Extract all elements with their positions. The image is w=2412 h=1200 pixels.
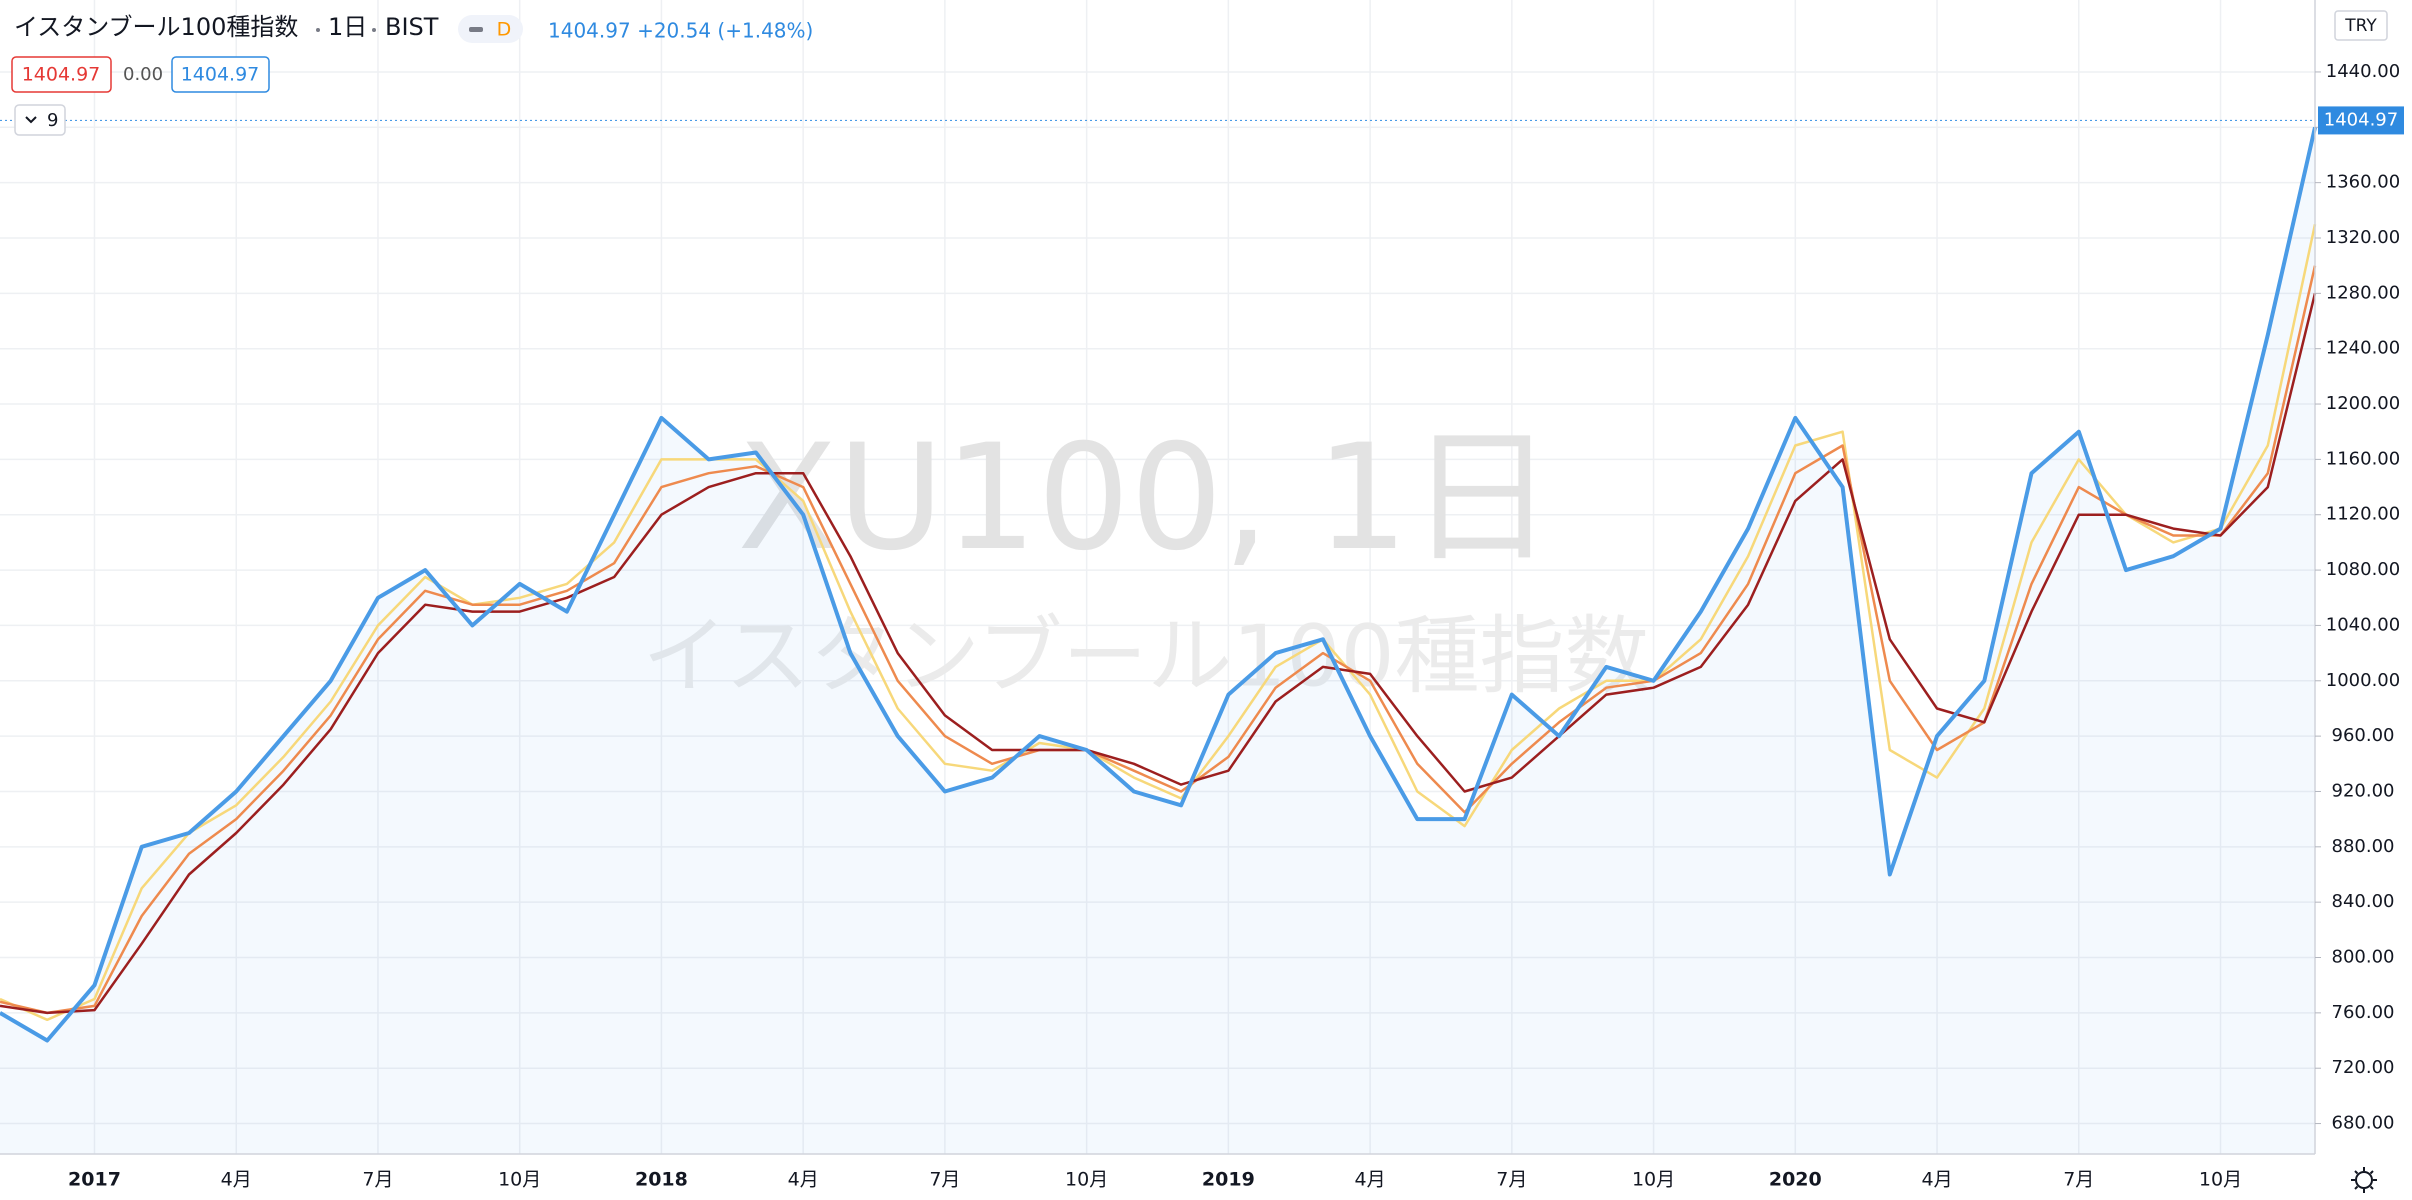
y-tick-label: 720.00 [2332, 1057, 2395, 1078]
quote: 1404.97 +20.54 (+1.48%) [548, 19, 813, 43]
y-tick-label: 1160.00 [2326, 448, 2400, 469]
axes: 680.00 720.00 760.00 800.00 840.00 880.00 920.… [68, 61, 2404, 1191]
y-tick-label: 680.00 [2332, 1113, 2395, 1134]
status-badge[interactable] [458, 15, 523, 43]
y-tick-label: 1000.00 [2326, 670, 2400, 691]
price-area [0, 127, 2315, 1154]
y-tick-label: 1200.00 [2326, 393, 2400, 414]
symbol-title[interactable]: イスタンブール100種指数 [14, 13, 298, 41]
open-box [11, 56, 112, 93]
y-tick-label: 1440.00 [2326, 61, 2400, 82]
x-tick-label: 2017 [68, 1169, 121, 1191]
x-tick-label: 2020 [1769, 1169, 1822, 1191]
ribbon-line [0, 293, 2317, 1015]
last-price-label: 1404.97 [2324, 109, 2398, 130]
badge-d: D [497, 19, 512, 41]
watermark-symbol: XU100, 1日 [737, 413, 1554, 583]
status-dash [469, 27, 483, 32]
x-tick-label: 4月 [221, 1169, 252, 1191]
x-tick-label: 2019 [1202, 1169, 1255, 1191]
close-box [171, 56, 270, 93]
x-tick-label: 10月 [498, 1169, 541, 1191]
y-tick-label: 960.00 [2332, 725, 2395, 746]
separator [316, 28, 320, 32]
x-tick-label: 4月 [788, 1169, 819, 1191]
x-tick-label: 10月 [1632, 1169, 1675, 1191]
y-tick-label: 840.00 [2332, 891, 2395, 912]
indicator-toggle[interactable] [14, 104, 66, 136]
y-tick-label: 1040.00 [2326, 614, 2400, 635]
y-tick-label: 1080.00 [2326, 559, 2400, 580]
x-tick-label: 7月 [362, 1169, 393, 1191]
x-tick-label: 4月 [1355, 1169, 1386, 1191]
y-tick-label: 1240.00 [2326, 338, 2400, 359]
change-value: 0.00 [123, 64, 163, 85]
y-tick-label: 1120.00 [2326, 504, 2400, 525]
price-line [0, 126, 2317, 1043]
currency: TRY [2344, 16, 2377, 36]
ribbon-line [0, 265, 2317, 1015]
settings-icon[interactable] [2351, 1167, 2377, 1193]
exchange: BIST [385, 13, 439, 41]
currency-box[interactable] [2334, 10, 2388, 41]
y-tick-label: 800.00 [2332, 947, 2395, 968]
watermark-name: イスタンブール100種指数 [642, 607, 1649, 706]
last-price-box [2318, 106, 2404, 135]
y-tick-label: 880.00 [2332, 836, 2395, 857]
x-tick-label: 7月 [1496, 1169, 1527, 1191]
x-tick-label: 4月 [1921, 1169, 1952, 1191]
separator [372, 28, 376, 32]
y-tick-label: 1320.00 [2326, 227, 2400, 248]
grid [0, 0, 2315, 1154]
close-value: 1404.97 [181, 64, 260, 86]
x-tick-label: 7月 [929, 1169, 960, 1191]
gear-teeth [2351, 1167, 2377, 1193]
open-value: 1404.97 [22, 64, 101, 86]
chevron [25, 116, 37, 124]
plot [0, 119, 2317, 1154]
gear [2355, 1171, 2373, 1189]
interval[interactable]: 1日 [328, 13, 367, 41]
x-tick-label: 10月 [2199, 1169, 2242, 1191]
y-tick-label: 760.00 [2332, 1002, 2395, 1023]
y-tick-label: 1360.00 [2326, 172, 2400, 193]
x-tick-label: 2018 [635, 1169, 688, 1191]
y-tick-label: 1280.00 [2326, 282, 2400, 303]
x-tick-label: 10月 [1065, 1169, 1108, 1191]
y-tick-label: 920.00 [2332, 780, 2395, 801]
x-tick-label: 7月 [2063, 1169, 2094, 1191]
ribbon-line [0, 223, 2317, 1022]
indicator-count: 9 [47, 110, 58, 131]
